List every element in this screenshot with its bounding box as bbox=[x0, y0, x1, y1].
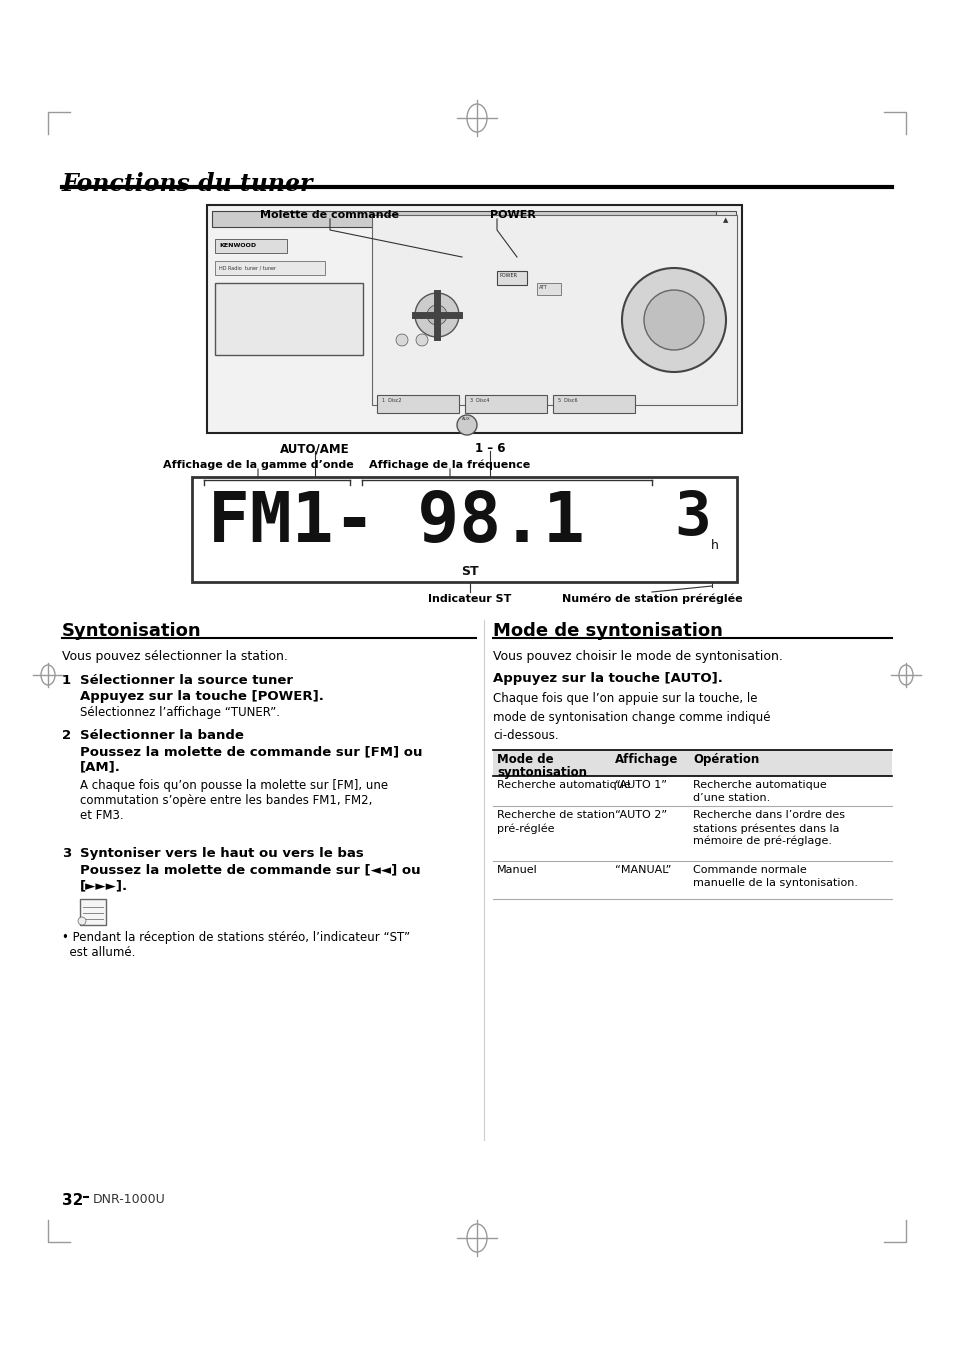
Text: Sélectionner la bande: Sélectionner la bande bbox=[80, 729, 244, 742]
Circle shape bbox=[415, 293, 458, 338]
Text: Recherche de station: Recherche de station bbox=[497, 810, 615, 819]
Text: Poussez la molette de commande sur [◄◄] ou: Poussez la molette de commande sur [◄◄] … bbox=[80, 863, 420, 876]
Text: d’une station.: d’une station. bbox=[692, 792, 769, 803]
Text: Manuel: Manuel bbox=[497, 865, 537, 875]
Text: stations présentes dans la: stations présentes dans la bbox=[692, 824, 839, 833]
Circle shape bbox=[427, 305, 447, 325]
Bar bbox=[214, 261, 325, 275]
Text: POWER: POWER bbox=[490, 211, 536, 220]
Text: Appuyez sur la touche [POWER].: Appuyez sur la touche [POWER]. bbox=[80, 690, 323, 703]
Text: pré-réglée: pré-réglée bbox=[497, 824, 554, 833]
Text: Sélectionnez l’affichage “TUNER”.: Sélectionnez l’affichage “TUNER”. bbox=[80, 706, 280, 720]
Circle shape bbox=[621, 269, 725, 373]
Bar bbox=[376, 396, 458, 413]
Text: 1 – 6: 1 – 6 bbox=[475, 441, 505, 455]
Text: 1: 1 bbox=[62, 674, 71, 687]
Text: ST: ST bbox=[460, 566, 478, 578]
Text: Fonctions du tuner: Fonctions du tuner bbox=[62, 171, 314, 196]
Bar bbox=[207, 205, 741, 433]
Text: Affichage: Affichage bbox=[615, 753, 678, 765]
Text: 2: 2 bbox=[62, 729, 71, 742]
Text: DNR-1000U: DNR-1000U bbox=[92, 1193, 166, 1206]
Text: Recherche automatique: Recherche automatique bbox=[692, 780, 826, 790]
Text: KENWOOD: KENWOOD bbox=[219, 243, 255, 248]
Bar bbox=[716, 211, 735, 225]
Bar bbox=[493, 751, 891, 776]
Text: h: h bbox=[710, 539, 719, 552]
Text: Affichage de la gamme d’onde: Affichage de la gamme d’onde bbox=[162, 460, 353, 470]
Text: Mode de: Mode de bbox=[497, 753, 553, 765]
Bar bbox=[553, 396, 635, 413]
Text: Vous pouvez sélectionner la station.: Vous pouvez sélectionner la station. bbox=[62, 649, 288, 663]
Bar bbox=[80, 899, 106, 925]
Text: Syntonisation: Syntonisation bbox=[62, 622, 201, 640]
Text: Chaque fois que l’on appuie sur la touche, le
mode de syntonisation change comme: Chaque fois que l’on appuie sur la touch… bbox=[493, 693, 770, 743]
Text: Mode de syntonisation: Mode de syntonisation bbox=[493, 622, 722, 640]
Text: 1  Disc2: 1 Disc2 bbox=[381, 398, 401, 404]
Text: Commande normale: Commande normale bbox=[692, 865, 806, 875]
Text: Opération: Opération bbox=[692, 753, 759, 765]
Text: manuelle de la syntonisation.: manuelle de la syntonisation. bbox=[692, 878, 857, 888]
Circle shape bbox=[643, 290, 703, 350]
Text: Recherche dans l’ordre des: Recherche dans l’ordre des bbox=[692, 810, 844, 819]
Text: Poussez la molette de commande sur [FM] ou
[AM].: Poussez la molette de commande sur [FM] … bbox=[80, 745, 422, 774]
Bar bbox=[212, 211, 717, 227]
Text: ▲: ▲ bbox=[722, 217, 727, 223]
Text: Syntoniser vers le haut ou vers le bas: Syntoniser vers le haut ou vers le bas bbox=[80, 846, 363, 860]
Text: “AUTO 1”: “AUTO 1” bbox=[615, 780, 666, 790]
Text: Vous pouvez choisir le mode de syntonisation.: Vous pouvez choisir le mode de syntonisa… bbox=[493, 649, 782, 663]
Text: syntonisation: syntonisation bbox=[497, 765, 586, 779]
Text: “MANUAL”: “MANUAL” bbox=[615, 865, 671, 875]
Text: A chaque fois qu’on pousse la molette sur [FM], une
commutation s’opère entre le: A chaque fois qu’on pousse la molette su… bbox=[80, 779, 388, 822]
Text: 32: 32 bbox=[62, 1193, 83, 1208]
Text: Numéro de station préréglée: Numéro de station préréglée bbox=[561, 594, 741, 605]
Text: [►►►].: [►►►]. bbox=[80, 879, 128, 892]
Text: 3  Disc4: 3 Disc4 bbox=[470, 398, 489, 404]
Text: AUX: AUX bbox=[461, 417, 470, 421]
Bar bbox=[214, 239, 287, 252]
Text: HD Radio  tuner / tuner: HD Radio tuner / tuner bbox=[219, 265, 275, 270]
Bar bbox=[214, 284, 363, 355]
Bar bbox=[537, 284, 560, 296]
Text: FM1- 98.1: FM1- 98.1 bbox=[208, 489, 584, 556]
Text: “AUTO 2”: “AUTO 2” bbox=[615, 810, 666, 819]
Text: mémoire de pré-réglage.: mémoire de pré-réglage. bbox=[692, 836, 831, 846]
Circle shape bbox=[78, 917, 86, 925]
Text: Sélectionner la source tuner: Sélectionner la source tuner bbox=[80, 674, 293, 687]
Circle shape bbox=[395, 333, 408, 346]
Text: Affichage de la fréquence: Affichage de la fréquence bbox=[369, 460, 530, 471]
Text: 3: 3 bbox=[673, 489, 710, 548]
Text: Indicateur ST: Indicateur ST bbox=[428, 594, 511, 603]
Text: Recherche automatique: Recherche automatique bbox=[497, 780, 630, 790]
Text: AUTO/AME: AUTO/AME bbox=[280, 441, 350, 455]
Text: 5  Disc6: 5 Disc6 bbox=[558, 398, 577, 404]
Circle shape bbox=[456, 414, 476, 435]
Text: Molette de commande: Molette de commande bbox=[260, 211, 399, 220]
Text: 3: 3 bbox=[62, 846, 71, 860]
Bar bbox=[497, 271, 526, 285]
Text: Appuyez sur la touche [AUTO].: Appuyez sur la touche [AUTO]. bbox=[493, 672, 722, 684]
Bar bbox=[464, 396, 546, 413]
Circle shape bbox=[416, 333, 428, 346]
Bar bbox=[192, 477, 737, 582]
Text: ATT: ATT bbox=[538, 285, 547, 290]
Text: • Pendant la réception de stations stéréo, l’indicateur “ST”
  est allumé.: • Pendant la réception de stations stéré… bbox=[62, 931, 410, 958]
Text: POWER: POWER bbox=[499, 273, 517, 278]
Bar bbox=[372, 215, 737, 405]
